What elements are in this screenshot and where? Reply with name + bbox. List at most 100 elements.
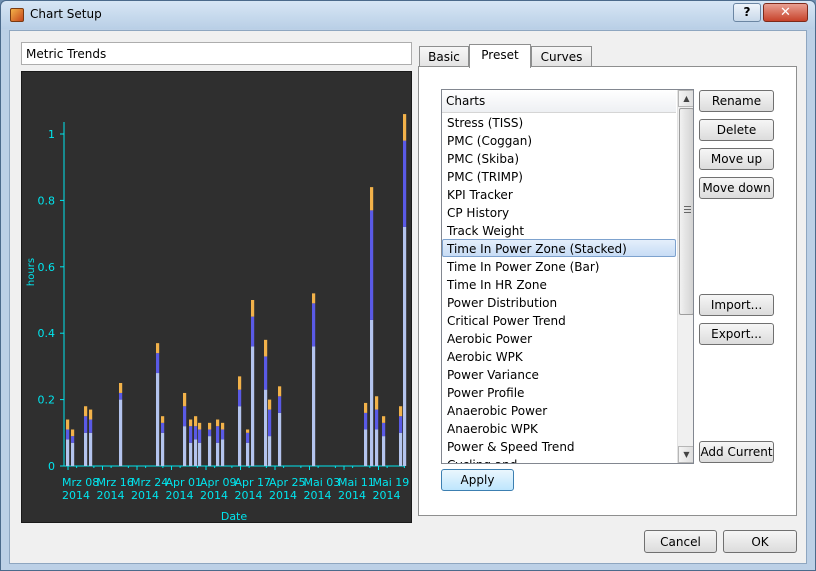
bar-segment	[251, 316, 255, 347]
bar-segment	[364, 412, 368, 430]
bar-segment	[246, 442, 250, 466]
bar-segment	[119, 399, 123, 466]
bar-segment	[264, 339, 268, 357]
bar-segment	[71, 436, 75, 443]
chart-list-item[interactable]: Anaerobic Power	[447, 404, 548, 418]
bar-segment	[221, 422, 225, 430]
scroll-down-button[interactable]: ▼	[678, 446, 693, 463]
charts-list[interactable]: Charts Stress (TISS) PMC (Coggan) PMC (Ski…	[441, 89, 694, 464]
ok-button[interactable]: OK	[723, 530, 797, 553]
chart-preview: 0 0.2 0.4 0.6 0.8 1 hours Mrz 08 2014 Mrz 16 2014 M…	[21, 71, 412, 523]
bar-segment	[403, 226, 407, 466]
rename-button[interactable]: Rename	[699, 90, 774, 112]
bar-segment	[268, 399, 272, 410]
chart-list-item[interactable]: Time In Power Zone (Stacked)	[442, 239, 676, 257]
y-tick-label: 1	[48, 128, 55, 141]
bar-segment	[89, 432, 93, 466]
bar-segment	[89, 419, 93, 433]
bar-segment	[312, 293, 316, 304]
bar-segment	[312, 303, 316, 347]
chart-list-item[interactable]: KPI Tracker	[447, 188, 513, 202]
bar-segment	[399, 432, 403, 466]
tab-basic[interactable]: Basic	[419, 46, 469, 67]
chart-list-item[interactable]: Stress (TISS)	[447, 116, 524, 130]
tab-curves[interactable]: Curves	[531, 46, 592, 67]
bar-segment	[189, 419, 193, 427]
apply-button[interactable]: Apply	[441, 469, 514, 491]
bar-segment	[251, 300, 255, 317]
bar-segment	[89, 409, 93, 420]
bar-segment	[71, 429, 75, 437]
chart-list-item[interactable]: Anaerobic WPK	[447, 422, 538, 436]
x-tick-label: 2014	[131, 489, 159, 502]
bar-segment	[66, 429, 70, 440]
move-down-button[interactable]: Move down	[699, 177, 774, 199]
bar-segment	[71, 442, 75, 466]
chart-list-item[interactable]: Critical Power Trend	[447, 314, 566, 328]
chart-list-item[interactable]: PMC (Coggan)	[447, 134, 533, 148]
bar-segment	[216, 442, 220, 466]
bar-segment	[382, 436, 386, 466]
bar-segment	[66, 439, 70, 466]
bar-segment	[119, 392, 123, 400]
bar-segment	[251, 346, 255, 466]
chart-title-input[interactable]	[21, 42, 412, 65]
chart-list-item[interactable]: PMC (Skiba)	[447, 152, 520, 166]
scroll-thumb[interactable]	[679, 108, 693, 315]
bar-segment	[189, 426, 193, 443]
y-tick-label: 0.8	[38, 194, 56, 207]
x-tick-label: 2014	[166, 489, 194, 502]
close-button[interactable]: ✕	[763, 3, 808, 22]
chart-list-item[interactable]: Power & Speed Trend	[447, 440, 575, 454]
chart-list-item[interactable]: Cycling and ...	[442, 455, 676, 463]
chart-list-item[interactable]: Time In Power Zone (Bar)	[447, 260, 600, 274]
delete-button[interactable]: Delete	[699, 119, 774, 141]
export-button[interactable]: Export...	[699, 323, 774, 345]
bar-segment	[364, 429, 368, 466]
chart-list-item[interactable]: Power Distribution	[447, 296, 558, 310]
bar-segment	[399, 406, 403, 417]
bar-segment	[221, 429, 225, 440]
chart-list-item[interactable]: CP History	[447, 206, 510, 220]
help-button[interactable]: ?	[733, 3, 761, 22]
chart-list-item[interactable]: Power Profile	[447, 386, 525, 400]
charts-list-scrollbar[interactable]: ▲ ▼	[677, 90, 693, 463]
chart-list-item[interactable]: Track Weight	[447, 224, 525, 238]
chart-list-item[interactable]: Aerobic Power	[447, 332, 533, 346]
bar-segment	[370, 319, 374, 466]
add-current-button[interactable]: Add Current	[699, 441, 774, 463]
charts-list-header[interactable]: Charts	[442, 90, 676, 113]
bar-segment	[375, 429, 379, 466]
bar-segment	[183, 392, 187, 407]
move-up-button[interactable]: Move up	[699, 148, 774, 170]
preset-tab-panel: Charts Stress (TISS) PMC (Coggan) PMC (Ski…	[418, 66, 797, 516]
bar-segment	[238, 376, 242, 390]
bar-segment	[189, 442, 193, 466]
y-axis-label: hours	[26, 258, 37, 286]
bar-segment	[208, 422, 212, 430]
bar-segment	[198, 429, 202, 443]
bar-segment	[264, 389, 268, 466]
bar-segment	[268, 436, 272, 466]
x-tick-label: Mrz 08	[62, 476, 99, 489]
bar-segment	[194, 426, 198, 440]
title-bar[interactable]: Chart Setup ? ✕	[1, 1, 815, 29]
x-tick-label: 2014	[200, 489, 228, 502]
x-tick-label: 2014	[97, 489, 125, 502]
bar-segment	[375, 396, 379, 410]
chart-list-item[interactable]: Power Variance	[447, 368, 539, 382]
bar-segment	[370, 210, 374, 320]
tab-preset[interactable]: Preset	[469, 44, 531, 68]
chart-list-item[interactable]: Aerobic WPK	[447, 350, 523, 364]
bar-segment	[84, 432, 88, 466]
scroll-up-button[interactable]: ▲	[678, 90, 693, 107]
bar-segment	[278, 412, 282, 466]
bar-segment	[66, 419, 70, 430]
chart-list-item[interactable]: Time In HR Zone	[447, 278, 547, 292]
x-tick-label: Apr 25	[269, 476, 306, 489]
chart-list-item[interactable]: PMC (TRIMP)	[447, 170, 523, 184]
bar-segment	[221, 439, 225, 466]
cancel-button[interactable]: Cancel	[644, 530, 717, 553]
import-button[interactable]: Import...	[699, 294, 774, 316]
charts-list-items: Stress (TISS) PMC (Coggan) PMC (Skiba) PMC …	[442, 113, 676, 463]
